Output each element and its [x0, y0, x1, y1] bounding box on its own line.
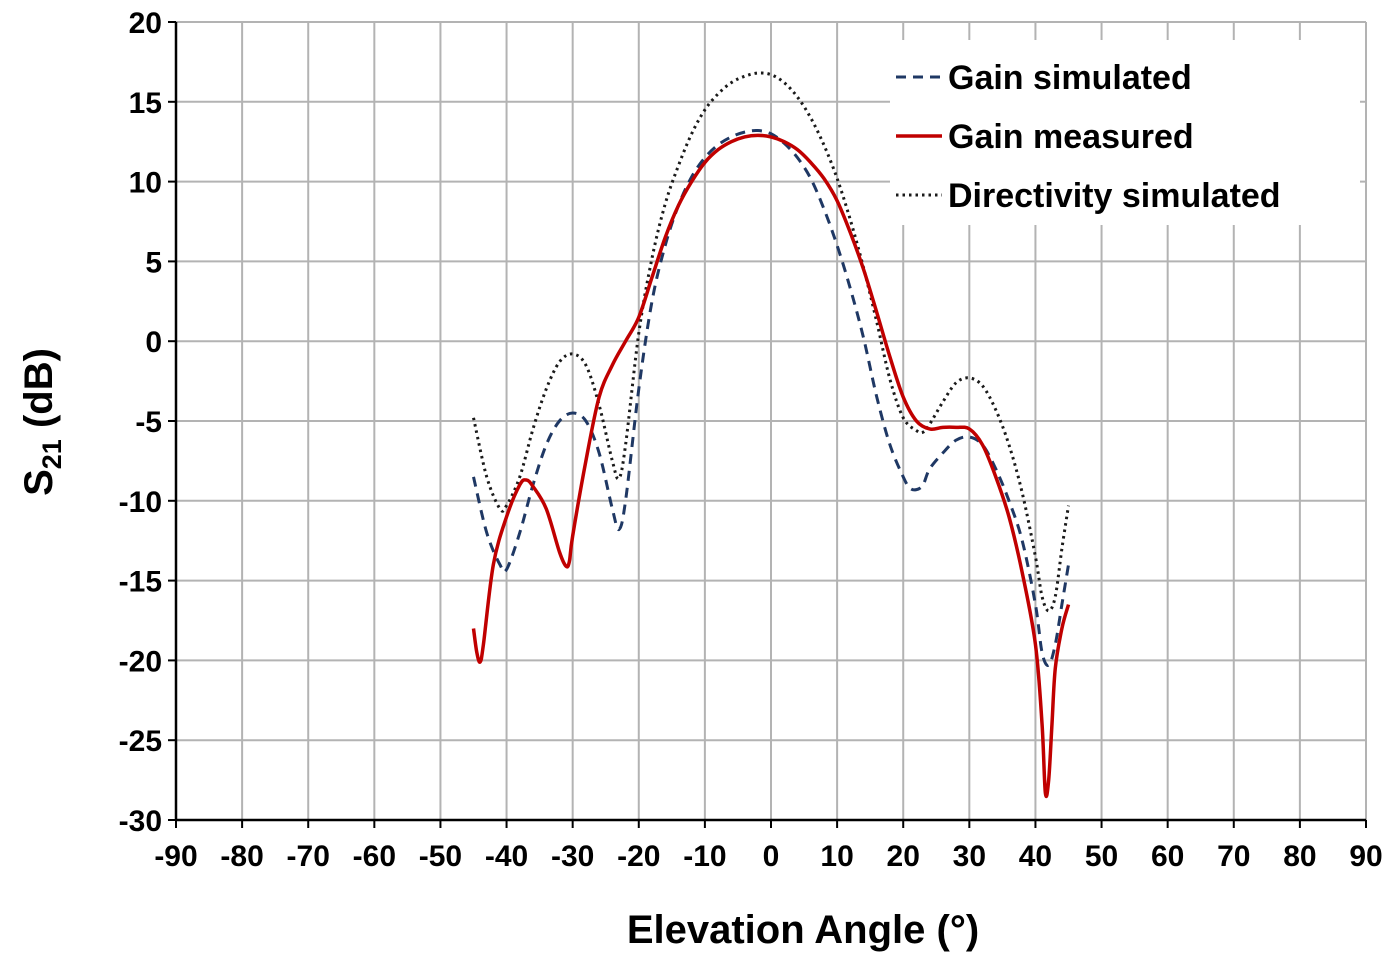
- y-tick-label-minus-30: -30: [119, 805, 162, 838]
- y-tick-label-minus-25: -25: [119, 725, 162, 758]
- x-tick-label-minus-90: -90: [154, 840, 197, 873]
- x-tick-label-40: 40: [1019, 840, 1052, 873]
- x-tick-label-0: 0: [763, 840, 780, 873]
- y-tick-label-minus-15: -15: [119, 566, 162, 599]
- x-axis-title: Elevation Angle (°): [627, 908, 979, 952]
- y-tick-label-minus-5: -5: [135, 406, 162, 439]
- y-axis-title-unit: (dB): [17, 348, 61, 439]
- y-tick-label-0: 0: [145, 326, 162, 359]
- legend-background: [890, 40, 1360, 225]
- y-tick-label-10: 10: [129, 167, 162, 200]
- series-line-directivity-simulated: [472, 71, 1070, 613]
- y-axis-title-main: S: [17, 469, 61, 496]
- legend-label-directivity-simulated: Directivity simulated: [948, 177, 1281, 215]
- x-tick-label-30: 30: [953, 840, 986, 873]
- x-tick-label-minus-70: -70: [287, 840, 330, 873]
- y-tick-label-5: 5: [145, 246, 162, 279]
- legend-label-gain-simulated: Gain simulated: [948, 59, 1192, 97]
- x-tick-label-90: 90: [1349, 840, 1382, 873]
- y-tick-label-20: 20: [129, 7, 162, 40]
- x-tick-label-80: 80: [1283, 840, 1316, 873]
- legend-label-gain-measured: Gain measured: [948, 118, 1194, 156]
- axes: [168, 21, 1367, 828]
- tick-labels: -90 -80 -70 -60 -50 -40 -30 -20 -10 0 10 20 30 40 50 60…: [119, 7, 1383, 873]
- series-group: [471, 71, 1071, 799]
- y-tick-label-minus-10: -10: [119, 486, 162, 519]
- y-tick-label-15: 15: [129, 87, 162, 120]
- x-tick-label-60: 60: [1151, 840, 1184, 873]
- x-tick-label-20: 20: [887, 840, 920, 873]
- x-tick-label-minus-10: -10: [683, 840, 726, 873]
- y-axis-title-subscript: 21: [37, 439, 67, 469]
- series-line-gain-measured: [471, 133, 1071, 799]
- legend: Gain simulated Gain measured Directivity…: [890, 40, 1360, 225]
- x-tick-label-minus-40: -40: [485, 840, 528, 873]
- x-tick-label-minus-50: -50: [419, 840, 462, 873]
- x-tick-label-minus-60: -60: [353, 840, 396, 873]
- y-axis-title: S21 (dB): [17, 348, 67, 496]
- x-tick-label-minus-80: -80: [220, 840, 263, 873]
- x-tick-label-minus-30: -30: [551, 840, 594, 873]
- y-tick-label-minus-20: -20: [119, 645, 162, 678]
- x-tick-label-50: 50: [1085, 840, 1118, 873]
- x-tick-label-10: 10: [820, 840, 853, 873]
- x-tick-label-70: 70: [1217, 840, 1250, 873]
- x-tick-label-minus-20: -20: [617, 840, 660, 873]
